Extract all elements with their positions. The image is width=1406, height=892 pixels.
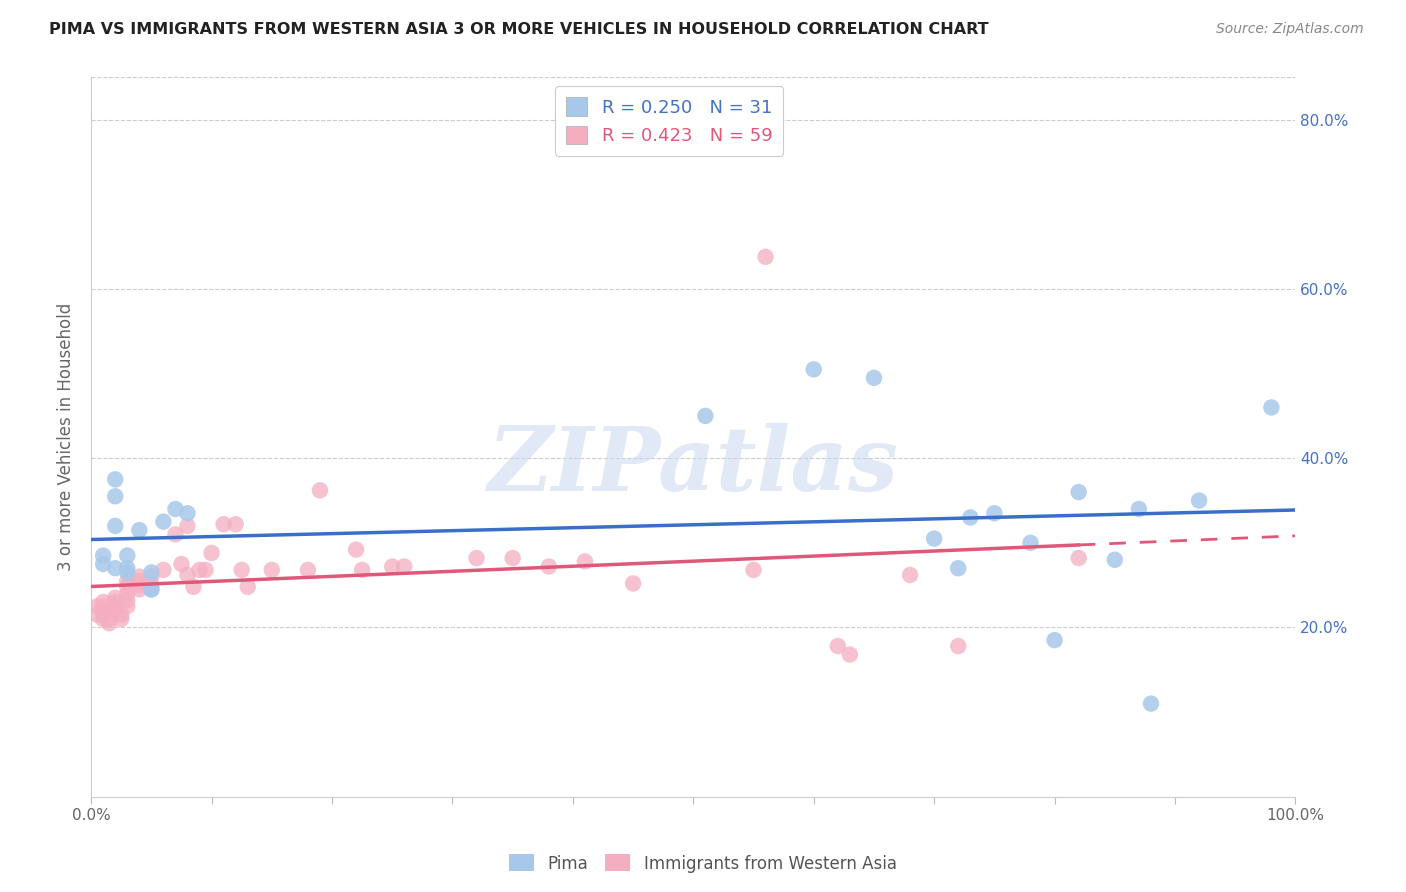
Point (1067, 551, 1090, 566)
Point (537, 559, 560, 574)
Point (948, 561, 970, 575)
Point (1188, 493, 1211, 508)
Point (110, 607, 132, 622)
Point (104, 472, 127, 486)
Text: ZIPatlas: ZIPatlas (488, 423, 898, 509)
Point (117, 549, 139, 563)
Point (236, 580, 259, 594)
Point (165, 527, 187, 541)
Point (128, 578, 150, 592)
Point (117, 566, 139, 580)
Point (1140, 697, 1163, 711)
Point (104, 519, 127, 533)
Point (863, 371, 886, 385)
Point (898, 568, 921, 582)
Point (200, 546, 222, 560)
Point (1104, 553, 1126, 567)
Point (91, 595, 114, 609)
Point (959, 510, 981, 524)
Point (922, 532, 945, 546)
Point (141, 578, 163, 592)
Point (86, 599, 108, 614)
Point (128, 569, 150, 583)
Point (104, 599, 127, 614)
Point (212, 517, 235, 532)
Point (104, 489, 127, 503)
Text: PIMA VS IMMIGRANTS FROM WESTERN ASIA 3 OR MORE VEHICLES IN HOUSEHOLD CORRELATION: PIMA VS IMMIGRANTS FROM WESTERN ASIA 3 O… (49, 22, 988, 37)
Point (104, 591, 127, 605)
Point (91, 599, 114, 614)
Point (1043, 633, 1066, 648)
Point (141, 582, 163, 597)
Point (91, 549, 114, 563)
Point (381, 559, 404, 574)
Point (110, 612, 132, 626)
Point (1128, 502, 1150, 516)
Point (838, 648, 860, 662)
Point (1260, 401, 1282, 415)
Point (91, 603, 114, 617)
Point (621, 576, 644, 591)
Point (309, 483, 332, 498)
Point (260, 563, 283, 577)
Point (297, 563, 319, 577)
Point (1067, 485, 1090, 500)
Point (188, 563, 211, 577)
Point (91, 612, 114, 626)
Point (742, 563, 765, 577)
Point (117, 574, 139, 588)
Point (176, 506, 198, 520)
Point (176, 568, 198, 582)
Point (117, 561, 139, 575)
Point (183, 580, 205, 594)
Point (1019, 536, 1042, 550)
Point (128, 574, 150, 588)
Point (225, 517, 247, 532)
Point (344, 542, 367, 557)
Point (98, 616, 121, 631)
Point (754, 250, 776, 264)
Text: Source: ZipAtlas.com: Source: ZipAtlas.com (1216, 22, 1364, 37)
Point (98, 612, 121, 626)
Point (394, 559, 416, 574)
Point (948, 639, 970, 653)
Point (141, 566, 163, 580)
Point (104, 603, 127, 617)
Point (86, 607, 108, 622)
Point (128, 582, 150, 597)
Point (128, 523, 150, 537)
Point (803, 362, 825, 376)
Point (117, 593, 139, 607)
Point (502, 551, 524, 566)
Point (91, 557, 114, 571)
Point (827, 639, 849, 653)
Point (165, 502, 187, 516)
Point (104, 599, 127, 614)
Point (152, 515, 174, 529)
Point (117, 599, 139, 614)
Legend: Pima, Immigrants from Western Asia: Pima, Immigrants from Western Asia (503, 847, 903, 880)
Point (574, 554, 596, 568)
Point (104, 595, 127, 609)
Point (117, 586, 139, 600)
Point (104, 561, 127, 575)
Point (465, 551, 488, 566)
Legend: R = 0.250   N = 31, R = 0.423   N = 59: R = 0.250 N = 31, R = 0.423 N = 59 (555, 87, 783, 156)
Point (352, 563, 374, 577)
Point (117, 580, 139, 594)
Point (194, 563, 217, 577)
Point (695, 409, 717, 423)
Point (983, 506, 1005, 520)
Point (170, 557, 193, 571)
Point (141, 569, 163, 583)
Point (176, 519, 198, 533)
Point (152, 563, 174, 577)
Y-axis label: 3 or more Vehicles in Household: 3 or more Vehicles in Household (58, 303, 75, 571)
Point (231, 563, 253, 577)
Point (91, 607, 114, 622)
Point (141, 582, 163, 597)
